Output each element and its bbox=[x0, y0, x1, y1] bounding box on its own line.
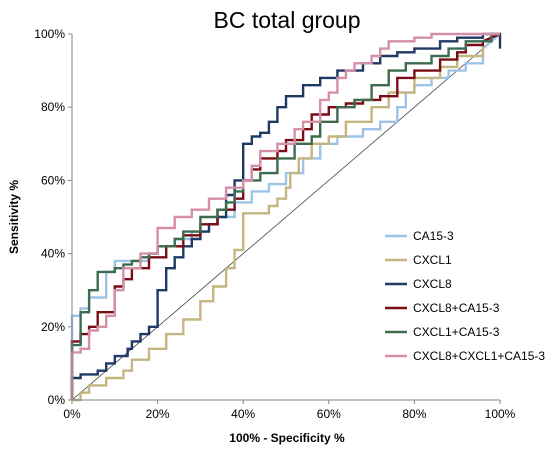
x-tick-label: 80% bbox=[402, 407, 426, 421]
chart-title: BC total group bbox=[213, 7, 360, 33]
y-tick-label: 80% bbox=[41, 100, 65, 114]
x-tick-label: 60% bbox=[317, 407, 341, 421]
legend-label: CXCL1+CA15-3 bbox=[413, 325, 500, 339]
diagonal-reference-line bbox=[71, 33, 501, 401]
legend-label: CXCL8 bbox=[413, 277, 452, 291]
legend-label: CXCL8+CXCL1+CA15-3 bbox=[413, 349, 545, 363]
y-tick-label: 0% bbox=[48, 393, 66, 407]
y-tick-label: 40% bbox=[41, 247, 65, 261]
series-line-cxcl8 bbox=[70, 32, 502, 400]
legend: CA15-3 CXCL1 CXCL8 CXCL8+CA15-3 CXCL1+CA15-3… bbox=[385, 229, 545, 363]
y-tick-label: 100% bbox=[34, 27, 65, 41]
y-tick-label: 20% bbox=[41, 320, 65, 334]
x-tick-label: 0% bbox=[63, 407, 81, 421]
legend-label: CXCL8+CA15-3 bbox=[413, 301, 500, 315]
legend-label: CXCL1 bbox=[413, 253, 452, 267]
legend-label: CA15-3 bbox=[413, 229, 454, 243]
x-tick-label: 100% bbox=[485, 407, 516, 421]
series-line-cxcl8-cxcl1-ca15-3 bbox=[70, 32, 500, 400]
x-tick-label: 40% bbox=[231, 407, 255, 421]
x-axis-label: 100% - Specificity % bbox=[229, 431, 345, 445]
series-lines bbox=[70, 32, 502, 402]
axis-ticks: 0% 20% 40% 60% 80% 100% 0% 20% 40% 60% 80% 100% bbox=[34, 27, 515, 421]
y-axis-label: Sensitivity % bbox=[7, 180, 21, 254]
y-tick-label: 60% bbox=[41, 173, 65, 187]
x-tick-label: 20% bbox=[146, 407, 170, 421]
